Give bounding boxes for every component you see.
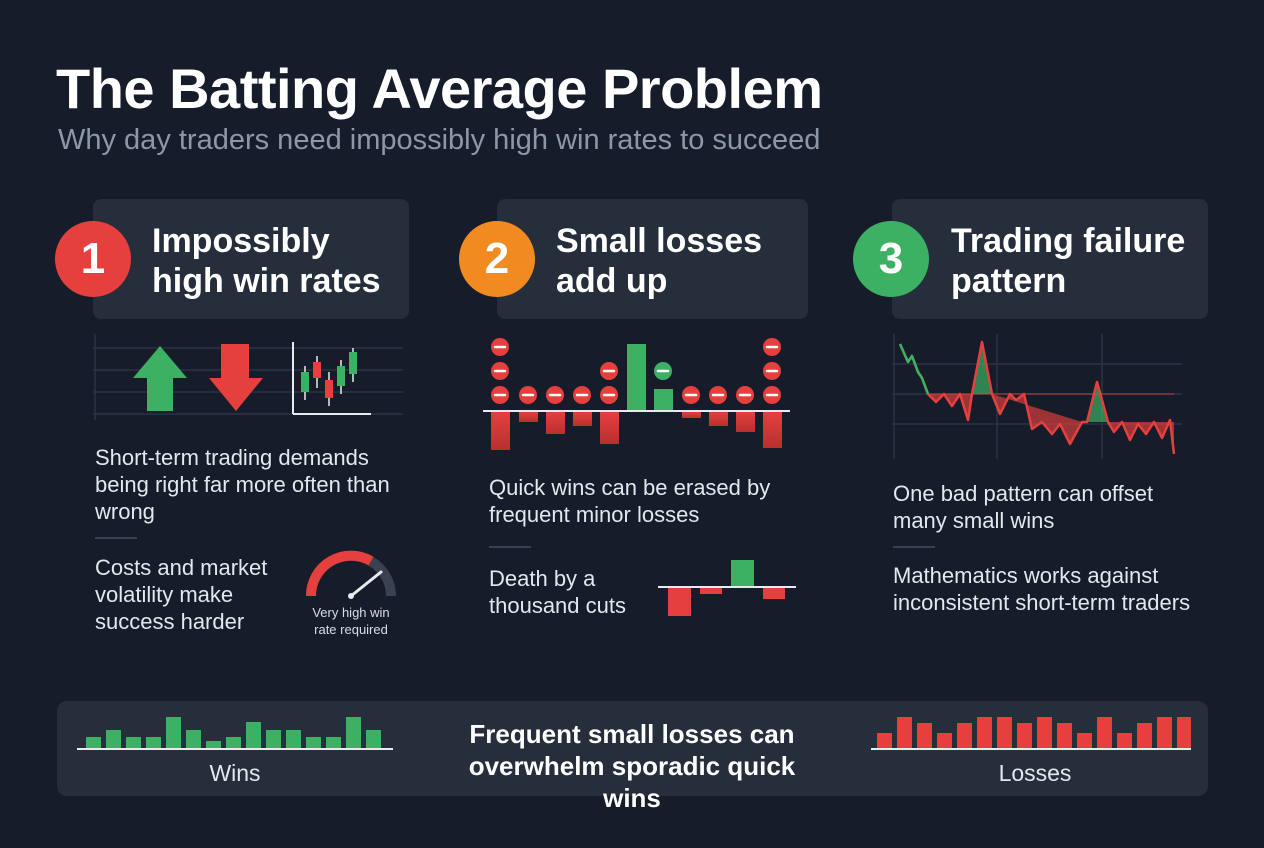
gauge-icon: [305, 550, 396, 599]
up-arrow-icon: [133, 346, 187, 411]
column-1-text-1: Short-term trading demands being right f…: [95, 445, 390, 524]
losses-bar-chart: [871, 717, 1191, 750]
column-2-divider: [489, 546, 531, 548]
column-3-divider: [893, 546, 935, 548]
small-losses-bar-chart: [483, 338, 790, 450]
step-2-badge: 2: [459, 221, 535, 297]
arrows-candlestick-illustration: [93, 334, 403, 420]
column-3-text-1: One bad pattern can offset many small wi…: [893, 481, 1154, 533]
footer-message: Frequent small losses can overwhelm spor…: [468, 719, 796, 813]
column-2-text-1: Quick wins can be erased by frequent min…: [489, 475, 771, 527]
summary-footer: Wins Frequent small losses can overwhelm…: [57, 701, 1208, 813]
column-2-heading: Small losses add up: [556, 222, 763, 300]
mini-bar-chart-icon: [658, 560, 796, 616]
step-1-number: 1: [80, 234, 106, 283]
column-3-text-2: Mathematics works against inconsistent s…: [893, 563, 1191, 615]
wins-bar-chart: [77, 717, 393, 750]
column-1-text-2: Costs and market volatility make success…: [95, 555, 268, 634]
wins-label: Wins: [209, 760, 261, 786]
column-3-heading: Trading failure pattern: [951, 222, 1186, 300]
down-arrow-icon: [209, 344, 263, 411]
step-1-badge: 1: [55, 221, 131, 297]
losses-label: Losses: [998, 760, 1072, 786]
step-3-number: 3: [878, 234, 904, 283]
page-title: The Batting Average Problem: [56, 57, 823, 120]
gauge-label: Very high win rate required: [312, 605, 390, 637]
column-2-header: [497, 199, 808, 319]
page-subtitle: Why day traders need impossibly high win…: [58, 124, 821, 156]
column-2-text-2: Death by a thousand cuts: [489, 566, 626, 618]
column-1-divider: [95, 537, 137, 539]
step-2-number: 2: [484, 234, 510, 283]
failure-pattern-line-chart: [892, 334, 1182, 459]
column-3-header: [892, 199, 1208, 319]
column-1-header: [93, 199, 409, 319]
step-3-badge: 3: [853, 221, 929, 297]
column-1-heading: Impossibly high win rates: [152, 222, 381, 300]
candlestick-chart-icon: [292, 342, 371, 415]
